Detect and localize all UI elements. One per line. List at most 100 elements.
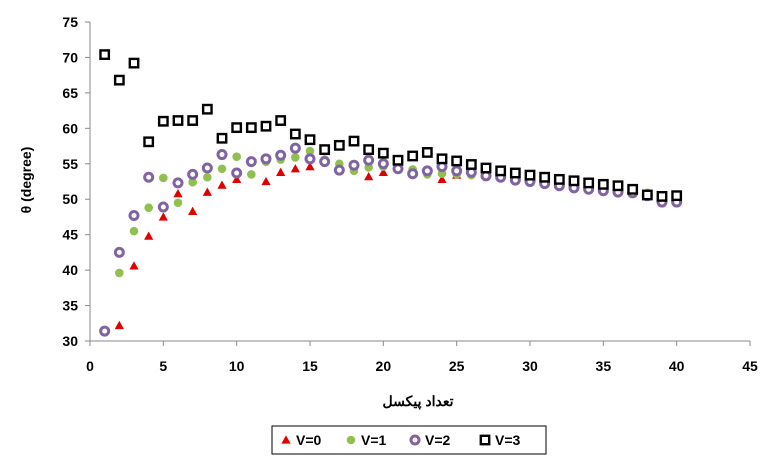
data-point	[304, 134, 316, 146]
legend-label: V=2	[425, 432, 451, 448]
data-point	[232, 152, 241, 161]
legend-marker	[346, 435, 356, 445]
x-tick-label: 45	[742, 358, 758, 374]
data-point	[276, 167, 286, 176]
data-point	[465, 159, 477, 170]
data-point	[143, 171, 155, 183]
data-point	[597, 178, 609, 190]
data-point	[188, 177, 197, 187]
x-tick-label: 25	[449, 358, 465, 374]
data-point	[333, 139, 345, 151]
data-point	[172, 115, 184, 126]
legend-label: V=0	[296, 432, 322, 448]
x-tick-label: 30	[522, 358, 538, 374]
data-point	[304, 153, 316, 165]
data-point	[260, 153, 272, 165]
x-tick-label: 0	[86, 358, 94, 374]
data-point	[407, 150, 419, 162]
data-point	[201, 103, 213, 115]
x-tick-label: 10	[229, 358, 245, 374]
data-point	[437, 174, 447, 184]
data-point	[128, 57, 140, 69]
data-point	[99, 325, 111, 337]
data-point	[553, 173, 565, 185]
y-tick-label: 40	[62, 262, 78, 278]
legend: V=0 V=1 V=2 V=3	[271, 425, 547, 455]
x-axis-title: تعداد پیکسل	[383, 393, 454, 410]
y-tick-label: 70	[62, 49, 78, 65]
data-point	[641, 189, 653, 201]
legend-box	[271, 425, 547, 455]
data-point	[275, 115, 287, 126]
data-point	[158, 212, 168, 221]
axes-group: 30 35 40 45 50 55 60 65 70 75 0 5 10 15 20 25 30 35 40 45	[62, 14, 758, 374]
data-point	[392, 163, 404, 175]
data-point	[128, 210, 140, 222]
data-point	[202, 187, 212, 196]
series-group	[99, 49, 683, 337]
legend-label: V=3	[495, 432, 521, 448]
data-point	[436, 153, 448, 165]
y-tick-label: 45	[62, 227, 78, 243]
data-point	[524, 169, 536, 181]
data-point	[260, 120, 272, 132]
data-point	[289, 142, 301, 154]
data-point	[627, 183, 639, 195]
data-point	[129, 261, 139, 270]
data-point	[377, 158, 389, 170]
y-tick-label: 50	[62, 191, 78, 207]
data-point	[407, 168, 419, 180]
series-v2	[99, 142, 683, 337]
data-point	[319, 156, 331, 168]
data-point	[348, 135, 360, 147]
data-point	[392, 154, 404, 166]
data-point	[115, 268, 124, 278]
data-point	[203, 172, 212, 182]
data-point	[363, 154, 375, 166]
data-point	[187, 115, 199, 126]
data-point	[231, 122, 243, 134]
data-point	[114, 320, 124, 330]
data-point	[247, 170, 256, 179]
data-point	[275, 149, 287, 161]
data-point	[480, 162, 492, 174]
data-point	[289, 128, 301, 140]
data-point	[290, 164, 300, 173]
data-point	[144, 203, 153, 213]
legend-marker	[281, 435, 291, 444]
data-point	[231, 167, 243, 179]
data-point	[348, 159, 360, 171]
data-point	[201, 162, 213, 174]
data-point	[217, 164, 227, 174]
data-point	[172, 177, 184, 189]
data-point	[173, 198, 183, 208]
data-point	[143, 136, 155, 148]
y-tick-label: 30	[62, 333, 78, 349]
data-point	[333, 164, 345, 176]
data-point	[157, 201, 169, 213]
data-point	[656, 190, 668, 202]
series-v0	[114, 162, 462, 330]
data-point	[305, 162, 315, 171]
y-tick-label: 60	[62, 120, 78, 136]
series-v3	[99, 49, 683, 202]
y-tick-label: 65	[62, 85, 78, 101]
x-tick-label: 20	[376, 358, 392, 374]
data-point	[583, 177, 595, 189]
data-point	[173, 188, 183, 198]
data-point	[144, 231, 154, 240]
x-tick-label: 15	[302, 358, 318, 374]
x-tick-label: 35	[596, 358, 612, 374]
data-point	[377, 147, 389, 159]
data-point	[495, 165, 507, 177]
data-point	[305, 146, 315, 156]
data-point	[421, 165, 433, 177]
data-point	[188, 206, 198, 215]
data-point	[291, 153, 300, 162]
data-point	[129, 226, 139, 236]
y-tick-label: 75	[62, 14, 78, 30]
data-point	[612, 180, 624, 192]
x-tick-label: 5	[159, 358, 167, 374]
